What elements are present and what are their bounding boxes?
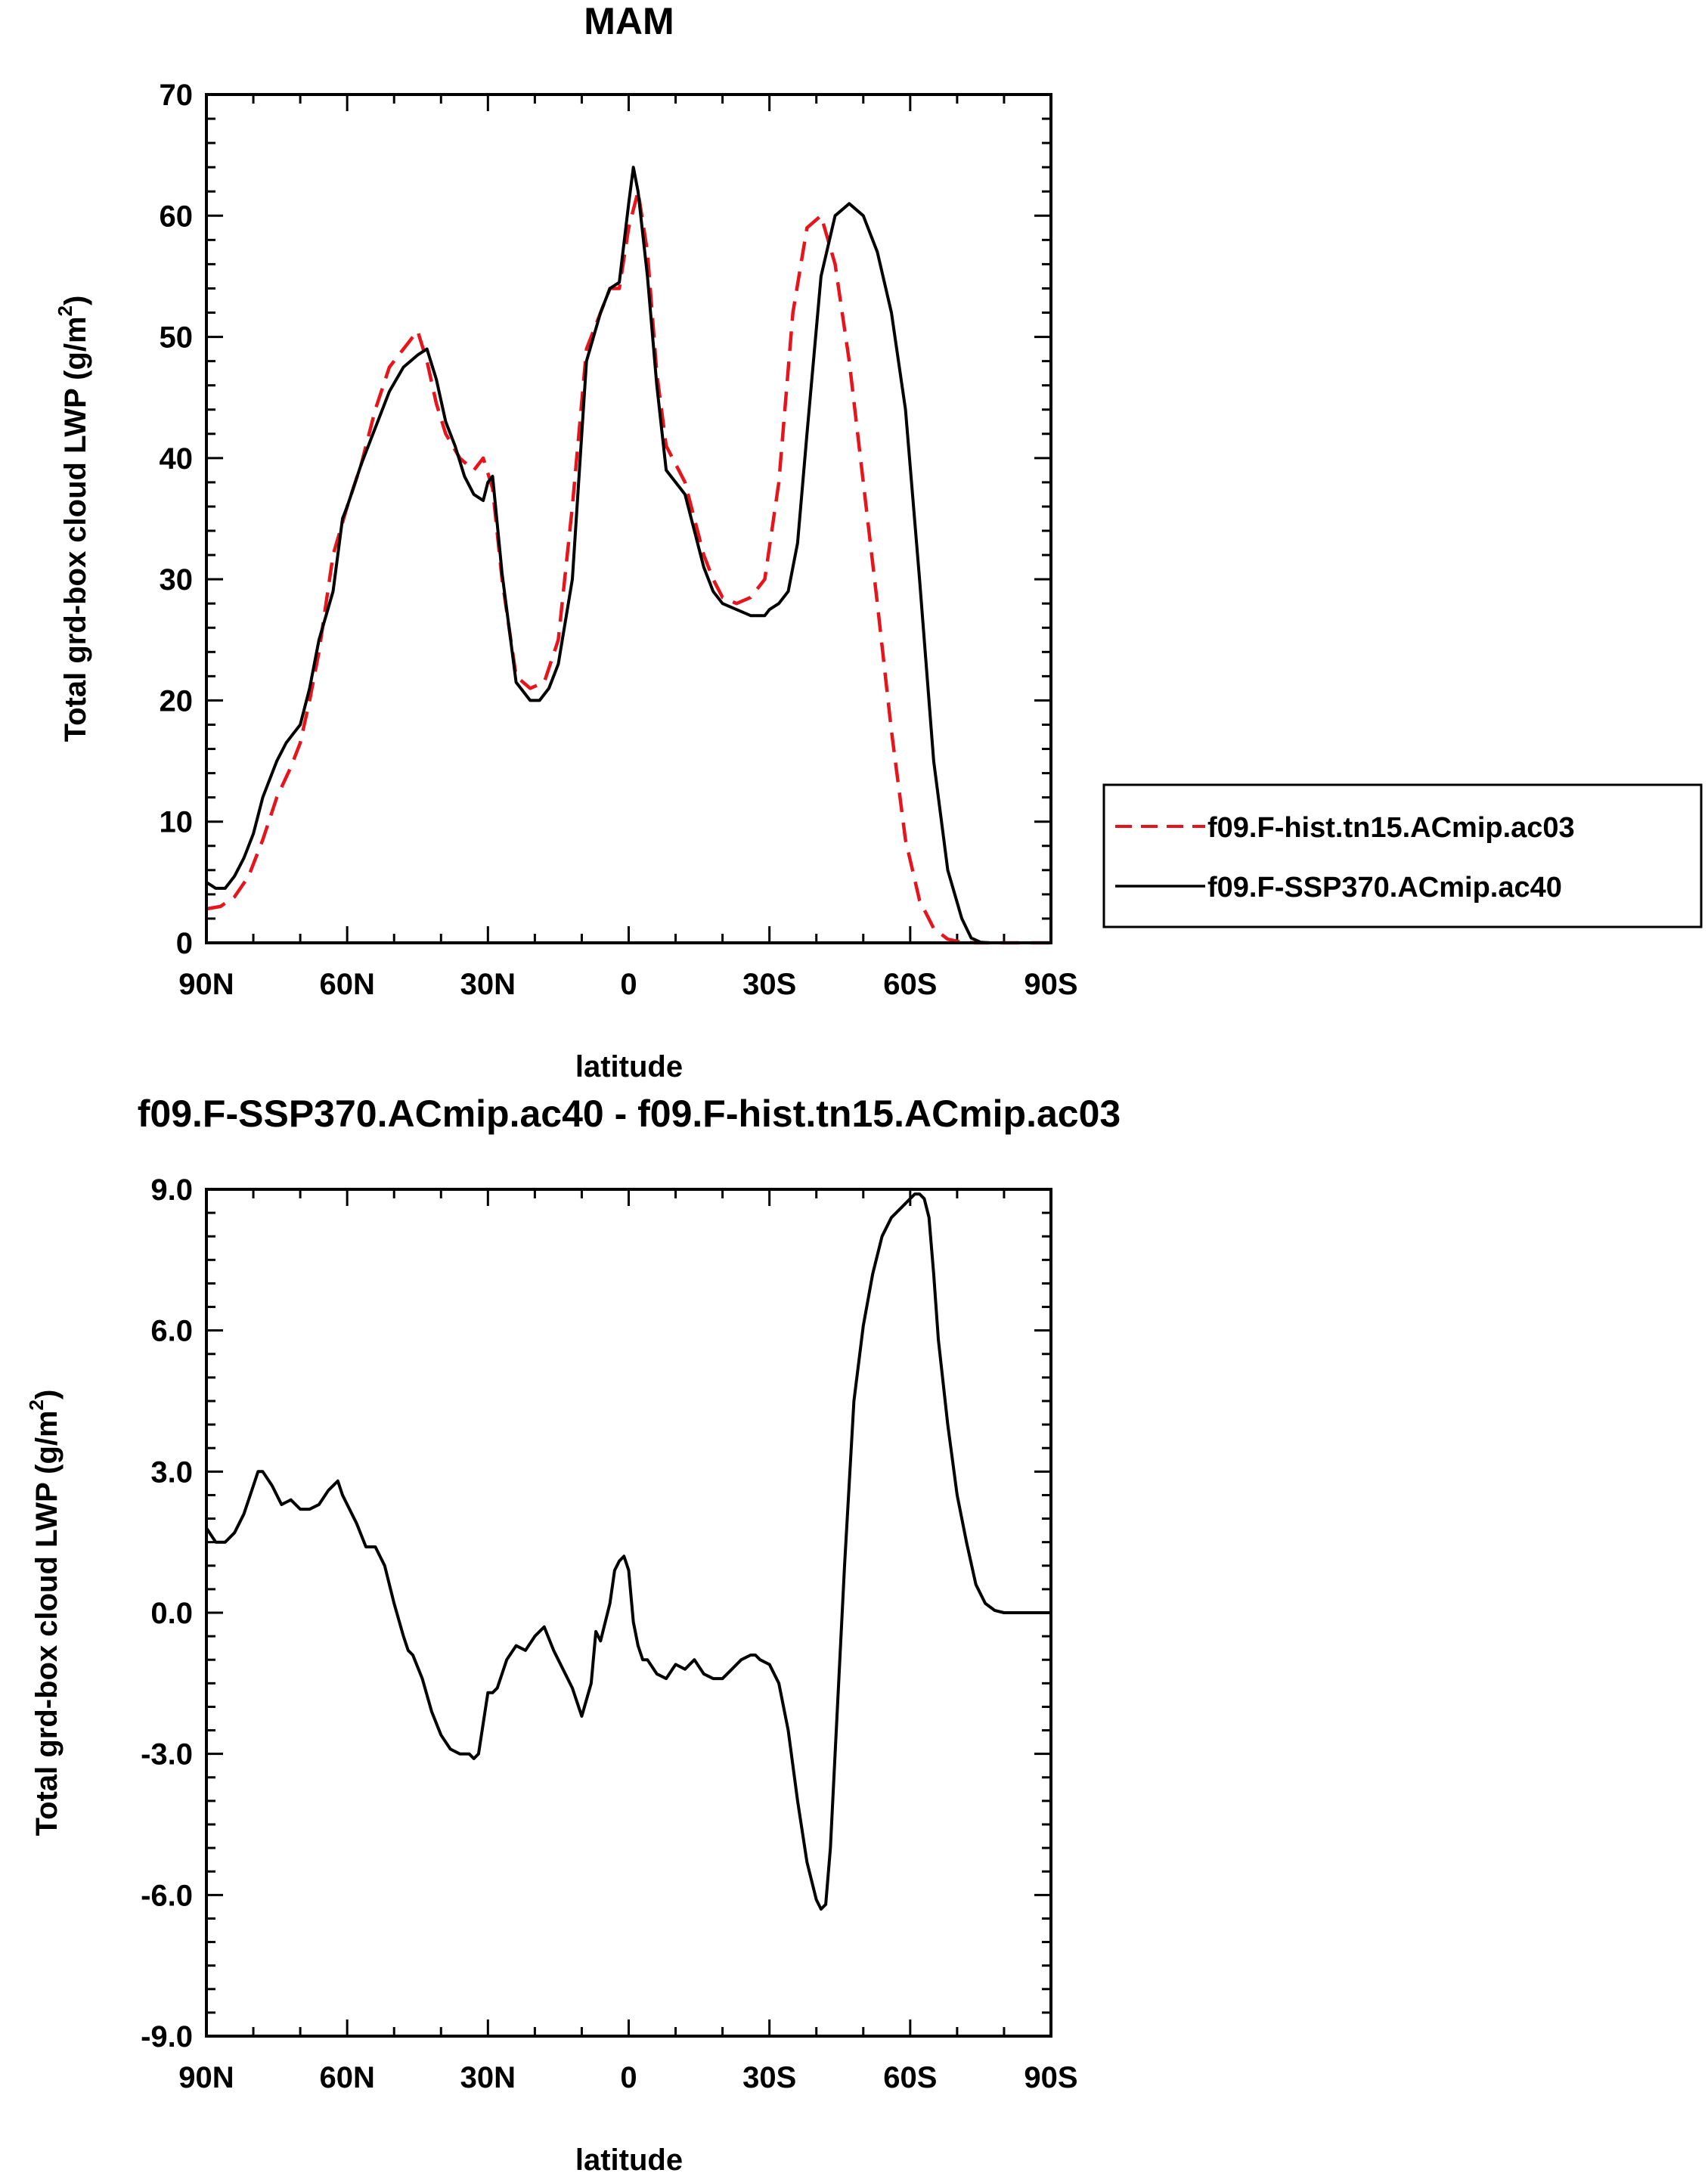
y-tick-label: 60 (160, 200, 194, 233)
x-tick-label: 90S (1024, 2061, 1077, 2094)
y-tick-label: -3.0 (141, 1738, 193, 1771)
top-y-axis-label-main: Total grd-box cloud LWP (g/m (59, 316, 92, 742)
bottom-x-axis-label: latitude (575, 2143, 683, 2176)
bottom-series-group (205, 1192, 1051, 1911)
legend: f09.F-hist.tn15.ACmip.ac03 f09.F-SSP370.… (1102, 783, 1703, 928)
bottom-y-axis-label-main: Total grd-box cloud LWP (g/m (30, 1410, 64, 1836)
y-tick-label: 20 (160, 684, 194, 718)
bottom-plot-frame (205, 1188, 1052, 2038)
x-tick-label: 90N (178, 2061, 234, 2094)
y-tick-label: -6.0 (141, 1879, 193, 1912)
chart-bottom-difference: f09.F-SSP370.ACmip.ac40 - f09.F-hist.tn1… (25, 1093, 1121, 2176)
y-tick-label: 9.0 (150, 1173, 193, 1207)
top-y-axis-label-superscript: 2 (54, 305, 76, 316)
bottom-y-axis-label-close: ) (30, 1390, 64, 1400)
x-tick-label: 30N (460, 2061, 516, 2094)
series-line-hist (206, 189, 1051, 945)
legend-entry-ssp370: f09.F-SSP370.ACmip.ac40 (1207, 872, 1562, 904)
y-tick-label: 3.0 (150, 1455, 193, 1489)
y-tick-label: 0 (176, 927, 193, 960)
chart-top-mam: MAM 0 10 20 30 40 50 60 70 90N 60N 30N 0 30S 60S 90S l… (54, 0, 1703, 1083)
x-tick-label: 90S (1024, 968, 1077, 1001)
top-y-axis-label-close: ) (59, 296, 92, 305)
y-tick-label: -9.0 (141, 2020, 193, 2054)
series-line-ssp370 (205, 166, 1051, 944)
bottom-y-axis-label: Total grd-box cloud LWP (g/m2) (25, 1390, 64, 1837)
x-tick-label: 60N (319, 2061, 374, 2094)
chart-bottom-title: f09.F-SSP370.ACmip.ac40 - f09.F-hist.tn1… (138, 1093, 1121, 1135)
y-tick-label: 50 (160, 321, 194, 355)
y-tick-label: 10 (160, 806, 194, 839)
x-tick-label: 30N (460, 968, 516, 1001)
x-tick-label: 60N (319, 968, 374, 1001)
series-line-difference (205, 1192, 1051, 1911)
bottom-y-axis-label-superscript: 2 (25, 1400, 48, 1410)
top-y-axis-label: Total grd-box cloud LWP (g/m2) (54, 296, 92, 742)
y-tick-label: 30 (160, 563, 194, 597)
y-tick-label: 6.0 (150, 1315, 193, 1348)
x-tick-label: 60S (883, 2061, 937, 2094)
top-series-group (205, 166, 1051, 945)
x-tick-label: 30S (742, 968, 796, 1001)
x-tick-label: 0 (620, 968, 637, 1001)
x-tick-label: 60S (883, 968, 937, 1001)
legend-entry-hist: f09.F-hist.tn15.ACmip.ac03 (1207, 812, 1575, 844)
y-tick-label: 70 (160, 79, 194, 112)
y-tick-label: 40 (160, 442, 194, 476)
x-tick-label: 30S (742, 2061, 796, 2094)
bottom-axes: -9.0 -6.0 -3.0 0.0 3.0 6.0 9.0 90N 60N 30N 0 30S 60S… (141, 1173, 1078, 2094)
chart-top-title: MAM (584, 0, 674, 42)
top-x-axis-label: latitude (575, 1050, 683, 1083)
legend-box (1102, 783, 1703, 928)
top-plot-frame (205, 93, 1052, 944)
x-tick-label: 0 (620, 2061, 637, 2094)
y-tick-label: 0.0 (150, 1597, 193, 1630)
top-axes: 0 10 20 30 40 50 60 70 90N 60N 30N 0 30S 60S 90S (160, 79, 1078, 1001)
x-tick-label: 90N (178, 968, 234, 1001)
